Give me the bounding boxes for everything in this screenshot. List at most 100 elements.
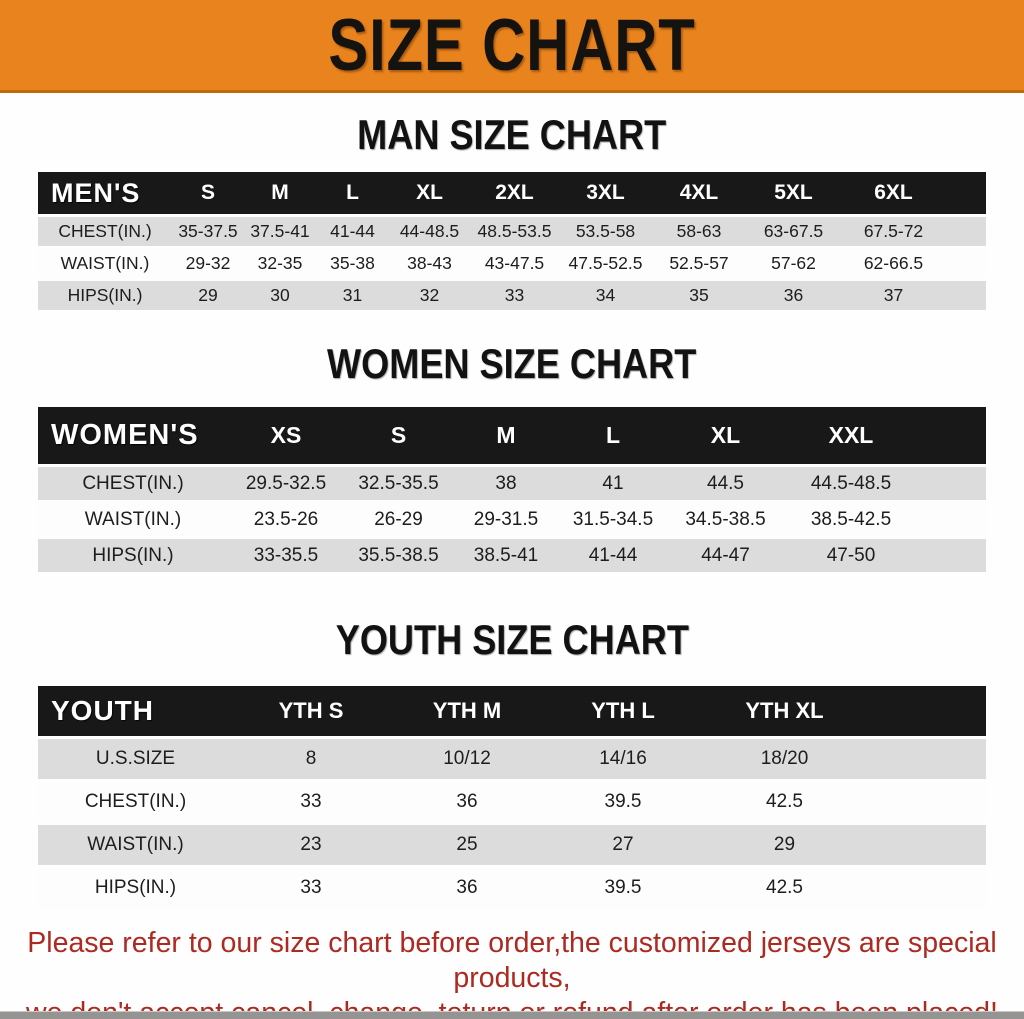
cell: 34 [559, 281, 652, 310]
men-size-header: XL [389, 172, 470, 214]
cell: 36 [389, 782, 545, 822]
youth-size-header: YTH S [233, 686, 389, 736]
row-label: WAIST(IN.) [38, 249, 172, 278]
men-header-spacer [946, 172, 986, 214]
cell: 57-62 [746, 249, 841, 278]
cell-spacer [946, 249, 986, 278]
cell: 14/16 [545, 739, 701, 779]
cell: 63-67.5 [746, 217, 841, 246]
row-label: WAIST(IN.) [38, 825, 233, 865]
cell-spacer [868, 739, 986, 779]
cell: 41-44 [316, 217, 389, 246]
women-size-header: XS [228, 407, 344, 464]
cell: 42.5 [701, 868, 868, 908]
cell: 67.5-72 [841, 217, 946, 246]
women-size-header: L [559, 407, 667, 464]
men-size-header: 2XL [470, 172, 559, 214]
cell: 32-35 [244, 249, 316, 278]
disclaimer-text: Please refer to our size chart before or… [0, 926, 1024, 1019]
cell-spacer [918, 503, 986, 536]
row-label: HIPS(IN.) [38, 281, 172, 310]
youth-header-row: YOUTH YTH S YTH M YTH L YTH XL [38, 686, 986, 736]
cell: 32.5-35.5 [344, 467, 453, 500]
cell: 33-35.5 [228, 539, 344, 572]
cell-spacer [868, 868, 986, 908]
men-size-header: S [172, 172, 244, 214]
cell: 43-47.5 [470, 249, 559, 278]
men-size-header: L [316, 172, 389, 214]
table-row: HIPS(IN.) 29 30 31 32 33 34 35 36 37 [38, 281, 986, 310]
cell: 38.5-42.5 [784, 503, 918, 536]
cell: 52.5-57 [652, 249, 746, 278]
cell: 25 [389, 825, 545, 865]
men-size-header: M [244, 172, 316, 214]
men-section-title: MAN SIZE CHART [357, 111, 667, 158]
banner: SIZE CHART [0, 0, 1024, 93]
cell: 38.5-41 [453, 539, 559, 572]
cell: 44.5 [667, 467, 784, 500]
cell: 38-43 [389, 249, 470, 278]
cell: 41-44 [559, 539, 667, 572]
cell: 35 [652, 281, 746, 310]
women-header-spacer [918, 407, 986, 464]
row-label: WAIST(IN.) [38, 503, 228, 536]
row-label: HIPS(IN.) [38, 868, 233, 908]
cell: 38 [453, 467, 559, 500]
cell: 29 [701, 825, 868, 865]
cell: 36 [746, 281, 841, 310]
women-size-table: WOMEN'S XS S M L XL XXL CHEST(IN.) 29.5-… [38, 404, 986, 575]
table-row: HIPS(IN.) 33-35.5 35.5-38.5 38.5-41 41-4… [38, 539, 986, 572]
women-section-title: WOMEN SIZE CHART [327, 340, 697, 387]
row-label: HIPS(IN.) [38, 539, 228, 572]
women-header-label: WOMEN'S [38, 407, 228, 464]
disclaimer-line-1: Please refer to our size chart before or… [27, 927, 997, 994]
cell: 48.5-53.5 [470, 217, 559, 246]
cell: 29-31.5 [453, 503, 559, 536]
women-size-header: XL [667, 407, 784, 464]
cell-spacer [918, 467, 986, 500]
row-label: CHEST(IN.) [38, 217, 172, 246]
row-label: CHEST(IN.) [38, 467, 228, 500]
table-row: WAIST(IN.) 23.5-26 26-29 29-31.5 31.5-34… [38, 503, 986, 536]
cell: 44.5-48.5 [784, 467, 918, 500]
men-size-header: 3XL [559, 172, 652, 214]
men-size-header: 4XL [652, 172, 746, 214]
cell: 29-32 [172, 249, 244, 278]
cell: 53.5-58 [559, 217, 652, 246]
men-size-table: MEN'S S M L XL 2XL 3XL 4XL 5XL 6XL CHEST… [38, 169, 986, 313]
bottom-strip [0, 1011, 1024, 1019]
cell: 33 [470, 281, 559, 310]
cell: 32 [389, 281, 470, 310]
youth-size-header: YTH L [545, 686, 701, 736]
cell-spacer [868, 782, 986, 822]
youth-header-spacer [868, 686, 986, 736]
youth-size-table: YOUTH YTH S YTH M YTH L YTH XL U.S.SIZE … [38, 683, 986, 911]
table-row: HIPS(IN.) 33 36 39.5 42.5 [38, 868, 986, 908]
cell: 18/20 [701, 739, 868, 779]
cell: 31.5-34.5 [559, 503, 667, 536]
cell-spacer [946, 281, 986, 310]
cell: 39.5 [545, 868, 701, 908]
table-row: WAIST(IN.) 29-32 32-35 35-38 38-43 43-47… [38, 249, 986, 278]
cell: 27 [545, 825, 701, 865]
cell: 31 [316, 281, 389, 310]
men-size-header: 6XL [841, 172, 946, 214]
table-row: CHEST(IN.) 29.5-32.5 32.5-35.5 38 41 44.… [38, 467, 986, 500]
cell: 23 [233, 825, 389, 865]
women-size-header: M [453, 407, 559, 464]
table-row: WAIST(IN.) 23 25 27 29 [38, 825, 986, 865]
cell: 36 [389, 868, 545, 908]
youth-header-label: YOUTH [38, 686, 233, 736]
cell: 29 [172, 281, 244, 310]
cell: 10/12 [389, 739, 545, 779]
table-row: CHEST(IN.) 35-37.5 37.5-41 41-44 44-48.5… [38, 217, 986, 246]
cell-spacer [946, 217, 986, 246]
row-label: U.S.SIZE [38, 739, 233, 779]
cell: 35.5-38.5 [344, 539, 453, 572]
women-size-header: XXL [784, 407, 918, 464]
cell: 30 [244, 281, 316, 310]
cell: 44-48.5 [389, 217, 470, 246]
cell-spacer [868, 825, 986, 865]
cell: 35-38 [316, 249, 389, 278]
